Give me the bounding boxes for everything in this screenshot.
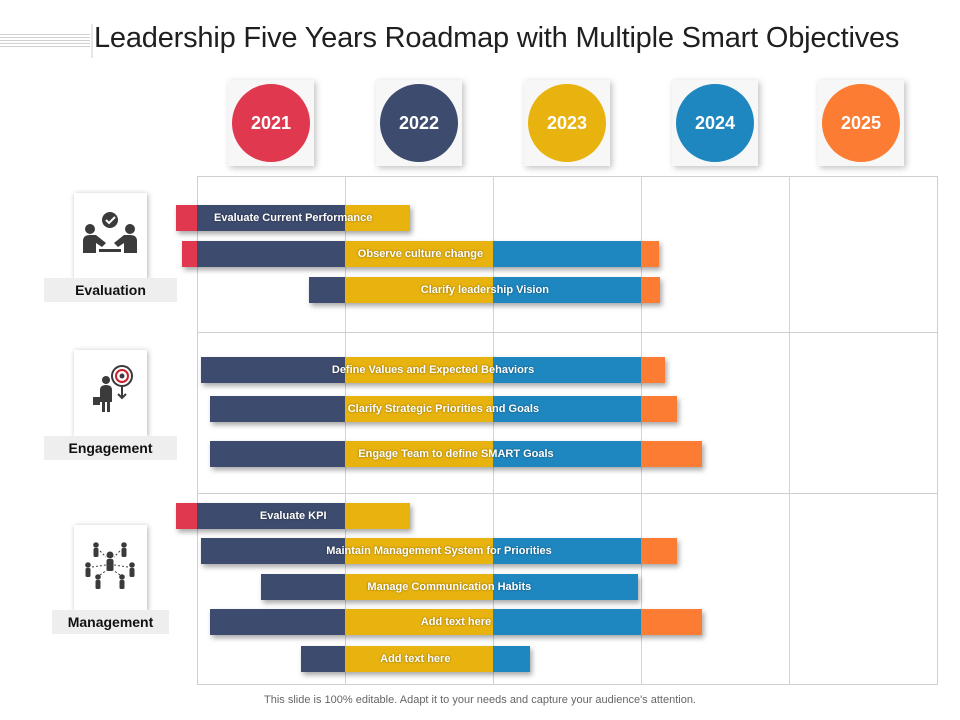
year-circle: 2024: [676, 84, 754, 162]
year-card-2021: 2021: [228, 80, 314, 166]
bar-label: Maintain Management System for Prioritie…: [326, 545, 552, 557]
grid-column-divider: [493, 176, 494, 685]
businessman-target-icon: [93, 365, 133, 412]
bar-segment: [344, 357, 493, 383]
year-circle: 2022: [380, 84, 458, 162]
roadmap-bar: Engage Team to define SMART Goals: [210, 441, 702, 467]
bar-segment: [492, 396, 641, 422]
bar-label: Add text here: [380, 653, 451, 665]
roadmap-bar: Evaluate Current Performance: [176, 205, 411, 231]
bar-label: Manage Communication Habits: [367, 581, 532, 593]
year-card-2023: 2023: [524, 80, 610, 166]
bar-segment: [344, 241, 493, 267]
bar-segment: [640, 277, 661, 303]
bar-segment: [300, 646, 345, 672]
bar-segment: [640, 609, 702, 635]
bar-segment: [640, 441, 702, 467]
bar-segment: [492, 277, 641, 303]
year-circle: 2021: [232, 84, 310, 162]
bar-segment: [201, 357, 345, 383]
bar-label: Clarify leadership Vision: [420, 284, 549, 296]
bar-label: Engage Team to define SMART Goals: [358, 448, 554, 460]
bar-segment: [344, 574, 493, 600]
bar-segment: [492, 538, 641, 564]
year-card-2024: 2024: [672, 80, 758, 166]
category-label-management: Management: [52, 610, 169, 634]
bar-label: Define Values and Expected Behaviors: [331, 364, 535, 376]
bar-segment: [640, 241, 659, 267]
bar-label: Observe culture change: [357, 248, 484, 260]
category-label-evaluation: Evaluation: [44, 278, 177, 302]
bar-segment: [640, 538, 677, 564]
roadmap-bar: Evaluate KPI: [176, 503, 411, 529]
roadmap-bar: Add text here: [300, 646, 530, 672]
grid-column-divider: [641, 176, 642, 685]
engagement-card: [74, 350, 147, 436]
bar-segment: [201, 538, 345, 564]
bar-segment: [344, 538, 493, 564]
bar-segment: [640, 357, 665, 383]
bar-segment: [196, 241, 345, 267]
bar-segment: [210, 396, 345, 422]
bar-segment: [176, 205, 197, 231]
bar-segment: [196, 503, 345, 529]
bar-label: Evaluate Current Performance: [214, 212, 373, 224]
roadmap-bar: Clarify leadership Vision: [309, 277, 661, 303]
year-card-2022: 2022: [376, 80, 462, 166]
bar-segment: [176, 503, 197, 529]
evaluation-card: [74, 193, 147, 279]
bar-label: Evaluate KPI: [259, 510, 327, 522]
bar-segment: [344, 503, 411, 529]
decorative-stripes: [0, 34, 90, 48]
year-card-2025: 2025: [818, 80, 904, 166]
footer-note: This slide is 100% editable. Adapt it to…: [264, 694, 696, 706]
bar-segment: [309, 277, 345, 303]
year-circle: 2023: [528, 84, 606, 162]
bar-segment: [344, 646, 493, 672]
roadmap-bar: Clarify Strategic Priorities and Goals: [210, 396, 677, 422]
bar-segment: [492, 609, 641, 635]
bar-segment: [344, 609, 493, 635]
grid-row-divider: [197, 332, 938, 333]
roadmap-bar: Manage Communication Habits: [260, 574, 639, 600]
roadmap-bar: Add text here: [210, 609, 702, 635]
bar-segment: [182, 241, 197, 267]
roadmap-bar: Observe culture change: [182, 241, 659, 267]
category-label-engagement: Engagement: [44, 436, 177, 460]
bar-segment: [210, 609, 345, 635]
bar-segment: [344, 205, 411, 231]
bar-segment: [492, 241, 641, 267]
page-title: Leadership Five Years Roadmap with Multi…: [94, 22, 900, 54]
bar-segment: [492, 357, 641, 383]
roadmap-bar: Define Values and Expected Behaviors: [201, 357, 665, 383]
bar-segment: [260, 574, 345, 600]
bar-segment: [344, 441, 493, 467]
bar-segment: [492, 574, 639, 600]
bar-label: Clarify Strategic Priorities and Goals: [347, 403, 540, 415]
roadmap-grid: [197, 176, 938, 685]
bar-segment: [492, 646, 530, 672]
roadmap-bar: Maintain Management System for Prioritie…: [201, 538, 677, 564]
bar-label: Add text here: [420, 616, 492, 628]
bar-segment: [344, 277, 493, 303]
bar-segment: [344, 396, 493, 422]
bar-segment: [640, 396, 677, 422]
year-circle: 2025: [822, 84, 900, 162]
bar-segment: [492, 441, 641, 467]
bar-segment: [210, 441, 345, 467]
bar-segment: [196, 205, 345, 231]
title-accent-bar: [91, 24, 93, 58]
handshake-check-icon: [83, 212, 137, 253]
grid-column-divider: [789, 176, 790, 685]
grid-row-divider: [197, 493, 938, 494]
management-card: [74, 525, 147, 611]
team-network-icon: [85, 542, 135, 589]
grid-column-divider: [345, 176, 346, 685]
